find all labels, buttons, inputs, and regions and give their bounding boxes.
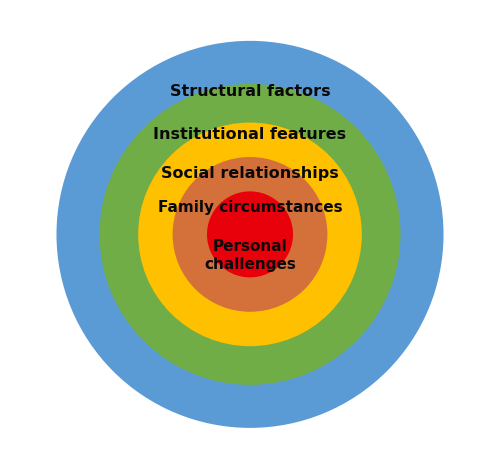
Circle shape — [172, 157, 328, 312]
Text: Structural factors: Structural factors — [170, 84, 330, 99]
Circle shape — [207, 191, 293, 278]
Text: Personal
challenges: Personal challenges — [204, 239, 296, 272]
Circle shape — [100, 84, 401, 385]
Text: Family circumstances: Family circumstances — [158, 200, 342, 215]
Circle shape — [56, 41, 444, 428]
Circle shape — [138, 123, 362, 346]
Text: Social relationships: Social relationships — [161, 166, 339, 180]
Text: Institutional features: Institutional features — [154, 127, 346, 142]
